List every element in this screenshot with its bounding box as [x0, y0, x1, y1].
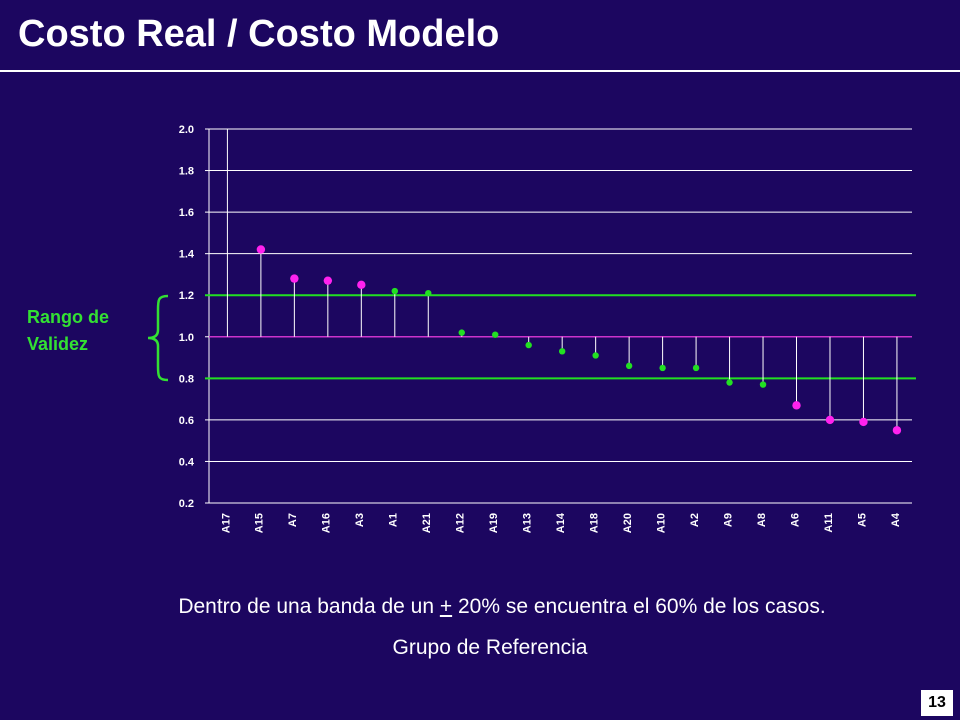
data-point — [525, 341, 532, 349]
caption-suffix: 20% se encuentra el 60% de los casos. — [452, 595, 826, 618]
data-point — [825, 415, 835, 425]
x-tick-label: A2 — [689, 513, 701, 527]
data-point — [726, 379, 733, 386]
x-tick-label: A14 — [555, 512, 567, 533]
data-point — [759, 381, 767, 388]
stems — [226, 129, 898, 431]
x-tick-label: A9 — [722, 513, 734, 527]
x-tick-label: A4 — [890, 512, 902, 527]
x-tick-label: A13 — [522, 513, 534, 533]
x-tick-label: A1 — [388, 513, 400, 527]
validity-band — [205, 294, 916, 380]
validity-brace — [147, 294, 169, 382]
x-tick-label: A8 — [756, 513, 768, 527]
y-tick-label: 0.6 — [179, 415, 194, 427]
data-point — [256, 245, 266, 254]
data-point — [425, 289, 432, 297]
caption-reference-group: Grupo de Referencia — [392, 636, 588, 659]
page-number: 13 — [921, 690, 953, 716]
data-point — [357, 280, 366, 290]
y-tick-label: 1.2 — [179, 290, 194, 302]
data-point — [859, 417, 868, 427]
axes — [205, 128, 912, 504]
y-tick-label: 0.8 — [179, 373, 194, 385]
x-tick-label: A18 — [589, 513, 601, 533]
data-point — [558, 348, 566, 355]
x-tick-label: A10 — [655, 513, 667, 533]
x-tick-label: A15 — [254, 513, 266, 533]
x-tick-label: A16 — [321, 513, 333, 533]
caption-band-note: Dentro de una banda de un + 20% se encue… — [22, 595, 960, 619]
data-point — [659, 364, 666, 372]
data-point — [625, 362, 633, 370]
caption-plus-minus: + — [439, 595, 453, 618]
data-point — [792, 401, 801, 410]
y-tick-label: 2.0 — [179, 124, 194, 136]
x-tick-label: A20 — [622, 513, 634, 533]
x-tick-labels: A17 A15 A7 A16 A3 A1 A21 A12 A19 A13 A14 A18 A20 A10 A… — [220, 512, 902, 533]
data-point — [290, 274, 299, 283]
y-tick-label: 1.8 — [179, 166, 194, 178]
y-tick-label: 1.4 — [179, 249, 195, 261]
data-point — [458, 329, 465, 336]
y-tick-label: 0.2 — [179, 498, 194, 510]
x-tick-label: A17 — [220, 513, 232, 533]
x-tick-label: A12 — [455, 513, 467, 533]
data-point — [391, 287, 398, 295]
x-tick-label: A11 — [823, 513, 835, 533]
y-tick-label: 1.6 — [179, 207, 194, 219]
x-tick-label: A5 — [856, 513, 868, 527]
y-tick-labels: 2.0 1.8 1.6 1.4 1.2 1.0 0.8 0.6 0.4 0.2 — [179, 124, 195, 510]
x-tick-label: A21 — [421, 513, 433, 533]
data-point — [692, 364, 700, 372]
x-tick-label: A19 — [488, 513, 500, 533]
validity-range-label: Rango de Validez — [27, 304, 147, 358]
slide-title: Costo Real / Costo Modelo — [18, 13, 500, 55]
validity-label-line1: Rango de — [27, 307, 110, 327]
validity-label-line2: Validez — [27, 334, 89, 354]
data-point — [492, 331, 499, 338]
x-tick-label: A3 — [354, 513, 366, 527]
data-point — [592, 352, 599, 359]
y-tick-label: 1.0 — [179, 332, 194, 344]
grid-lines — [209, 128, 912, 504]
y-tick-label: 0.4 — [179, 456, 195, 468]
data-point — [892, 426, 902, 435]
x-tick-label: A7 — [287, 513, 299, 527]
caption-prefix: Dentro de una banda de un — [178, 595, 440, 618]
points — [256, 245, 902, 435]
data-point — [323, 276, 333, 285]
title-divider — [0, 70, 960, 72]
x-tick-label: A6 — [789, 513, 801, 527]
